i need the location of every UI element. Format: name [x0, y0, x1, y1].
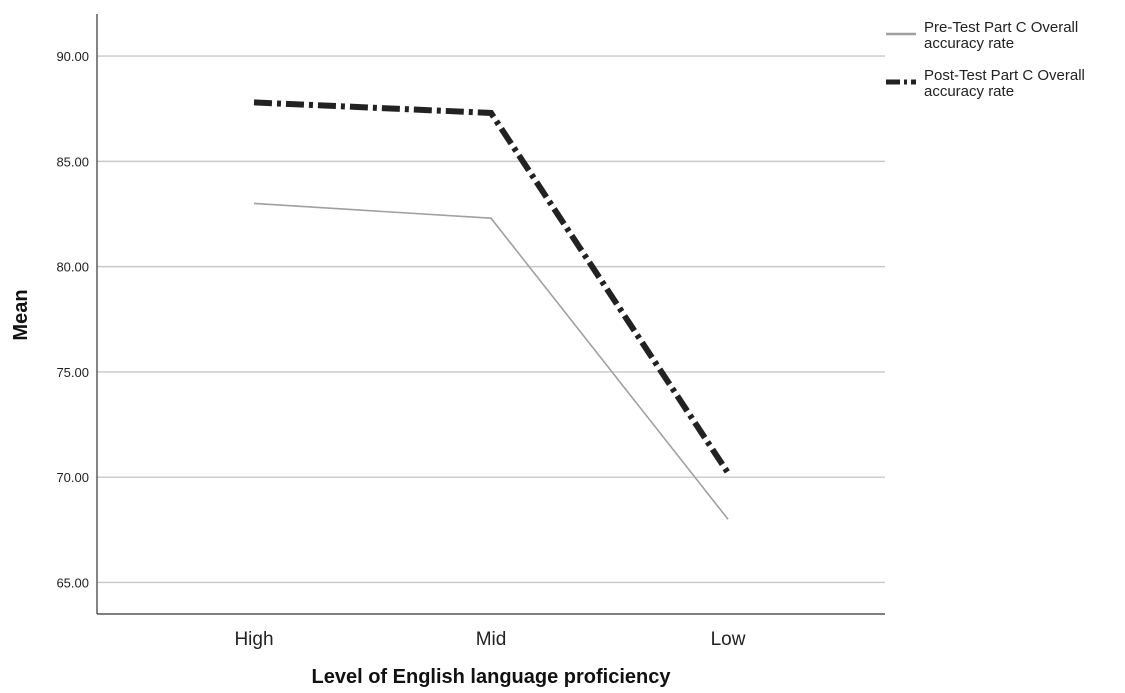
x-tick-label: Low [711, 629, 746, 650]
legend-swatch-pre-test [886, 32, 916, 36]
y-tick-label: 90.00 [56, 49, 89, 64]
y-tick-label: 80.00 [56, 260, 89, 275]
legend: Pre-Test Part C Overall accuracy rate Po… [886, 20, 1121, 116]
y-tick-label: 70.00 [56, 470, 89, 485]
y-tick-label: 65.00 [56, 575, 89, 590]
gridlines [97, 55, 885, 584]
x-tick-label: Mid [476, 629, 507, 650]
legend-item-post-test: Post-Test Part C Overall accuracy rate [886, 68, 1121, 116]
y-tick-label: 85.00 [56, 154, 89, 169]
legend-swatch-post-test [886, 79, 916, 85]
axes [96, 14, 885, 615]
legend-label-pre-test: Pre-Test Part C Overall accuracy rate [924, 19, 1079, 52]
legend-item-pre-test: Pre-Test Part C Overall accuracy rate [886, 20, 1121, 68]
y-axis-title: Mean [10, 289, 32, 340]
x-tick-label: High [234, 629, 273, 650]
x-tick-labels: High Mid Low [234, 629, 745, 650]
series-line-pre-test [253, 202, 729, 520]
y-tick-labels: 65.00 70.00 75.00 80.00 85.00 90.00 [56, 49, 89, 590]
y-tick-label: 75.00 [56, 365, 89, 380]
x-axis-title: Level of English language proficiency [312, 666, 672, 688]
legend-label-post-test: Post-Test Part C Overall accuracy rate [924, 67, 1085, 100]
series-lines [253, 99, 731, 520]
series-line-post-test [253, 99, 731, 475]
